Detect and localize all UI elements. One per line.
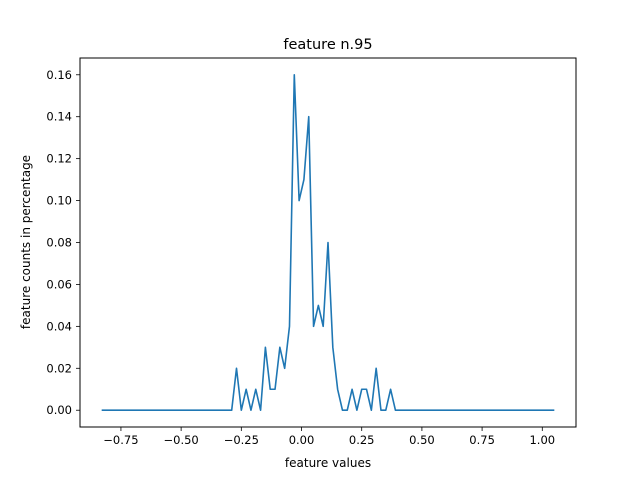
- y-tick-label: 0.14: [46, 110, 72, 124]
- x-tick-label: 0.75: [469, 433, 495, 447]
- x-tick-label: −0.25: [224, 433, 259, 447]
- series-line: [101, 73, 555, 412]
- y-axis: 0.00 0.02 0.04 0.06 0.08 0.10 0.12 0.14 0.16: [46, 68, 80, 417]
- y-tick-label: 0.08: [46, 236, 72, 250]
- x-tick-label: −0.75: [103, 433, 138, 447]
- y-tick-label: 0.16: [46, 68, 72, 82]
- x-tick-label: −0.50: [164, 433, 199, 447]
- y-tick-label: 0.12: [46, 152, 72, 166]
- y-axis-label: feature counts in percentage: [19, 155, 33, 329]
- chart-title: feature n.95: [283, 37, 372, 53]
- y-tick-label: 0.06: [46, 277, 72, 291]
- x-axis-label: feature values: [285, 456, 371, 470]
- x-tick-label: 0.25: [349, 433, 375, 447]
- x-tick-label: 0.00: [289, 433, 315, 447]
- x-tick-label: 0.50: [409, 433, 435, 447]
- y-tick-label: 0.00: [46, 403, 72, 417]
- series-layer: [101, 73, 555, 412]
- x-tick-label: 1.00: [529, 433, 555, 447]
- y-tick-label: 0.10: [46, 194, 72, 208]
- y-tick-label: 0.02: [46, 361, 72, 375]
- x-axis: −0.75 −0.50 −0.25 0.00 0.25 0.50 0.75 1.00: [103, 427, 555, 447]
- y-tick-label: 0.04: [46, 319, 72, 333]
